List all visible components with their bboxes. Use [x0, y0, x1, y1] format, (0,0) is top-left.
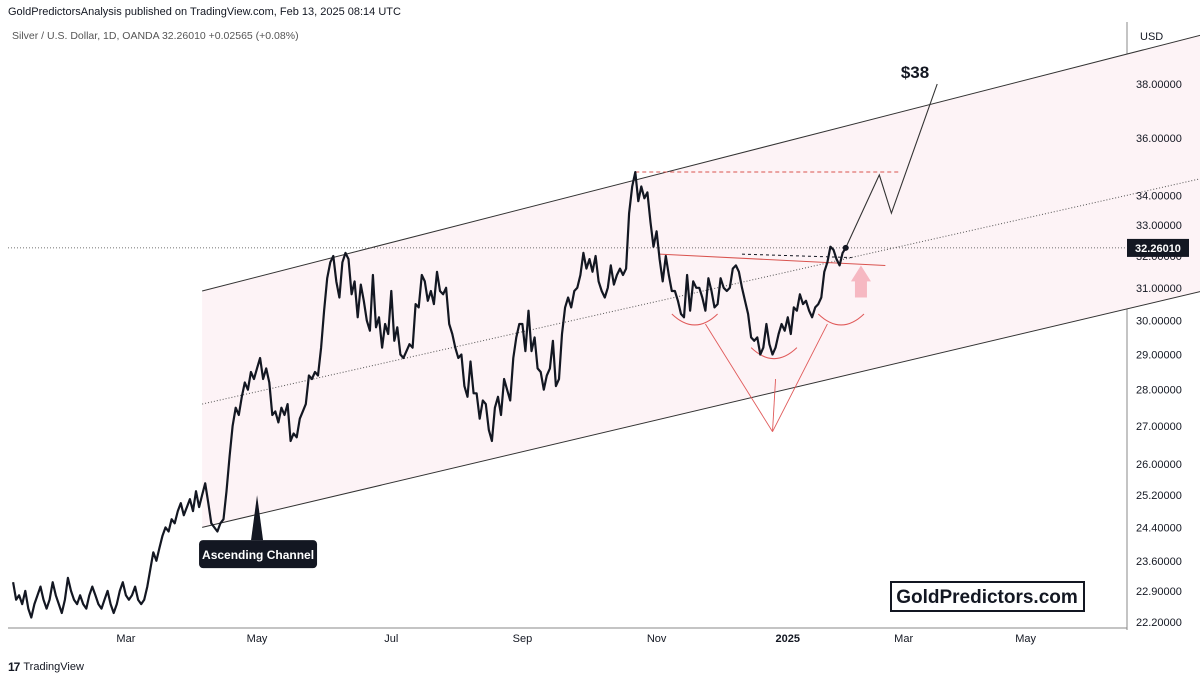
channel-upper-line [202, 34, 1200, 292]
y-tick-label: 29.00000 [1136, 350, 1182, 362]
shoulder-arc [671, 313, 718, 326]
watermark-label: GoldPredictors.com [896, 587, 1078, 608]
pattern-arrow [772, 323, 828, 432]
y-tick-label: 38.00000 [1136, 79, 1182, 91]
y-tick-label: 27.00000 [1136, 421, 1182, 433]
pattern-arrow [772, 378, 776, 432]
published-header: GoldPredictorsAnalysis published on Trad… [8, 6, 401, 18]
x-tick-label: Mar [116, 633, 135, 645]
y-tick-label: 24.40000 [1136, 522, 1182, 534]
neckline [659, 253, 886, 266]
y-tick-label: 28.00000 [1136, 385, 1182, 397]
channel-lower-line [202, 291, 1200, 528]
channel-band [202, 35, 1200, 528]
price-line [12, 171, 847, 619]
breakout-arrow-icon [850, 265, 871, 298]
y-tick-label: 33.00000 [1136, 220, 1182, 232]
x-tick-label: Jul [384, 633, 398, 645]
channel-label-box [199, 540, 318, 569]
channel-lines [202, 34, 1200, 528]
symbol-info: Silver / U.S. Dollar, 1D, OANDA 32.26010… [12, 30, 299, 42]
x-tick-label: Mar [894, 633, 913, 645]
shoulder-arc [750, 347, 798, 360]
x-tick-label: Sep [513, 633, 533, 645]
y-tick-label: 30.00000 [1136, 316, 1182, 328]
last-price-dot [842, 244, 849, 251]
x-tick-label: Nov [647, 633, 667, 645]
projection-path [845, 83, 938, 249]
tradingview-logo[interactable]: 17 TradingView [8, 660, 84, 674]
y-tick-label: 25.20000 [1136, 490, 1182, 502]
channel-fill [202, 35, 1200, 528]
target-label: $38 [901, 63, 929, 82]
y-tick-label: 34.00000 [1136, 190, 1182, 202]
y-tick-label: 22.90000 [1136, 586, 1182, 598]
y-tick-label: 26.00000 [1136, 459, 1182, 471]
channel-label: Ascending Channel [202, 548, 314, 562]
price-series [12, 171, 849, 619]
y-tick-label: 36.00000 [1136, 133, 1182, 145]
last-price-box [1127, 238, 1189, 257]
shoulder-arc [817, 313, 865, 326]
tradingview-brand: TradingView [23, 661, 84, 673]
annotations: 32.26010 $38 Ascending Channel GoldPredicto… [8, 63, 1189, 612]
watermark-box [890, 581, 1085, 612]
support-dashed-line [741, 253, 852, 259]
x-tick-label: May [1015, 633, 1036, 645]
last-price-label: 32.26010 [1135, 243, 1181, 255]
channel-pointer [251, 495, 264, 541]
currency-label: USD [1140, 31, 1163, 43]
pattern-arrow [705, 323, 773, 432]
x-tick-label: May [247, 633, 268, 645]
y-tick-label: 23.60000 [1136, 556, 1182, 568]
y-tick-label: 31.00000 [1136, 283, 1182, 295]
y-tick-label: 22.20000 [1136, 617, 1182, 629]
tradingview-logo-icon: 17 [8, 660, 20, 674]
x-tick-label: 2025 [776, 633, 800, 645]
axis-ticks: 38.0000036.0000034.0000033.0000032.00000… [116, 79, 1181, 645]
